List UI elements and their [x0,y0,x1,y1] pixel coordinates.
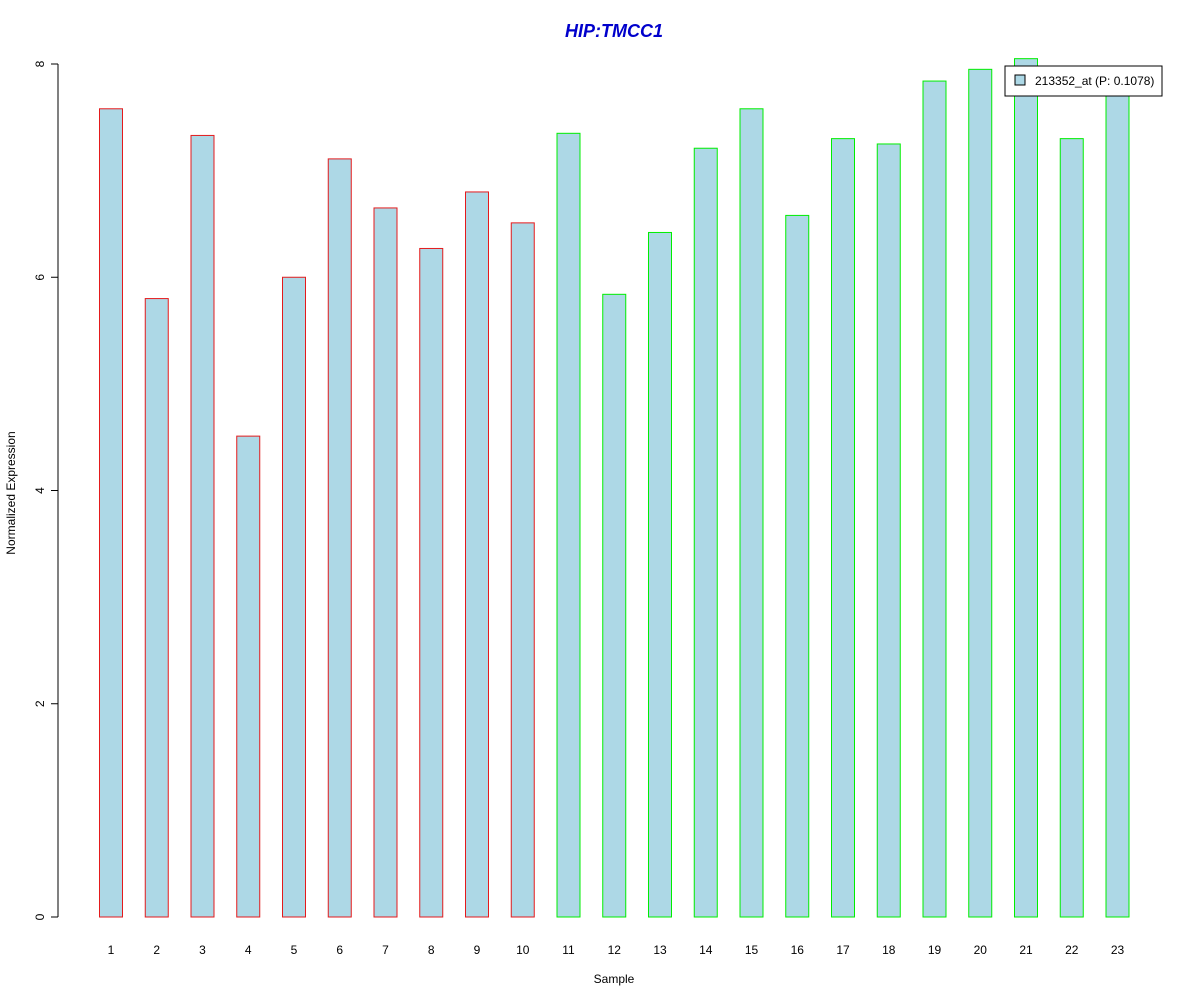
bar-sample-18 [876,143,901,918]
chart-title: HIP:TMCC1 [565,21,663,41]
bar-sample-17 [831,138,855,918]
bar-sample-7 [373,207,398,918]
x-tick-label: 16 [791,943,805,957]
x-tick-label: 21 [1019,943,1033,957]
bar-sample-9 [465,191,489,918]
x-tick-label: 12 [608,943,622,957]
x-tick-label: 5 [291,943,298,957]
x-tick-label: 11 [562,943,575,957]
bars-group [99,58,1130,918]
bar-sample-5 [282,276,306,918]
x-tick-label: 23 [1111,943,1125,957]
x-tick-label: 2 [153,943,160,957]
bar-sample-2 [144,298,169,918]
x-tick-label: 22 [1065,943,1079,957]
x-tick-label: 17 [836,943,850,957]
bar-sample-13 [648,231,672,918]
x-tick-label: 6 [336,943,343,957]
bar-sample-23 [1105,95,1130,918]
legend: 213352_at (P: 0.1078) [1004,65,1163,97]
bar-sample-19 [922,80,947,918]
bar-sample-8 [419,247,444,918]
bar-sample-10 [510,222,535,918]
bar-sample-21 [1014,58,1038,918]
x-tick-label: 13 [653,943,667,957]
bar-sample-14 [693,147,718,918]
x-axis-label: Sample [594,972,635,986]
legend-swatch [1014,74,1026,86]
y-tick-label: 2 [33,700,47,707]
x-tick-label: 18 [882,943,896,957]
bar-sample-22 [1059,138,1084,918]
bar-sample-20 [968,68,993,918]
y-axis-label: Normalized Expression [4,431,18,554]
x-tick-label: 10 [516,943,530,957]
bar-sample-15 [739,108,764,918]
bar-sample-1 [99,108,123,918]
x-tick-label: 15 [745,943,759,957]
x-tick-label: 3 [199,943,206,957]
x-tick-labels: 1 2 3 4 5 6 7 8 9 10 11 12 13 14 15 16 17 18 19 20 21 22 23 [108,943,1125,957]
y-tick-label: 6 [33,274,47,281]
legend-box [1004,65,1163,97]
x-tick-label: 20 [974,943,988,957]
y-axis: 0 2 4 6 8 [33,60,59,920]
x-tick-label: 8 [428,943,435,957]
x-tick-label: 9 [474,943,481,957]
y-tick-label: 0 [33,913,47,920]
legend-label: 213352_at (P: 0.1078) [1035,74,1154,88]
bar-sample-11 [556,132,581,918]
bar-sample-16 [785,214,810,918]
x-tick-label: 4 [245,943,252,957]
x-tick-label: 7 [382,943,389,957]
bar-sample-12 [602,293,627,918]
bar-sample-6 [327,158,352,918]
y-tick-label: 8 [33,60,47,67]
x-tick-label: 1 [108,943,115,957]
bar-sample-4 [236,435,261,918]
bar-sample-3 [190,134,215,918]
x-tick-label: 14 [699,943,713,957]
y-tick-label: 4 [33,487,47,494]
x-tick-label: 19 [928,943,942,957]
